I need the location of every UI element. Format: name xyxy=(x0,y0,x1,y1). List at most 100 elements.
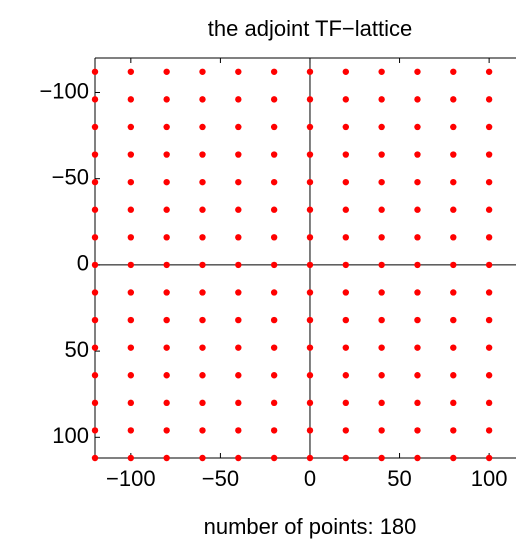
y-tick-label: −50 xyxy=(52,165,89,190)
point xyxy=(378,316,385,324)
point xyxy=(91,399,99,407)
point xyxy=(342,344,350,351)
point xyxy=(127,372,135,379)
point xyxy=(450,372,457,379)
chart-title: the adjoint TF−lattice xyxy=(208,16,412,41)
point xyxy=(235,399,242,407)
point xyxy=(414,234,421,241)
point xyxy=(270,68,278,75)
point xyxy=(306,261,314,269)
y-tick-label: 0 xyxy=(77,251,89,276)
point xyxy=(127,399,135,407)
point xyxy=(306,399,314,407)
point xyxy=(270,206,278,213)
point xyxy=(450,399,457,407)
point xyxy=(127,123,135,131)
point xyxy=(270,96,278,103)
point xyxy=(306,68,314,75)
point xyxy=(235,427,242,434)
point xyxy=(378,123,385,131)
point xyxy=(199,68,206,75)
point xyxy=(199,123,206,131)
point xyxy=(199,96,206,103)
point xyxy=(127,151,135,158)
point xyxy=(378,178,385,186)
point xyxy=(342,234,350,241)
point xyxy=(450,206,457,213)
point xyxy=(163,206,170,213)
point xyxy=(127,454,135,462)
point xyxy=(378,96,385,103)
point xyxy=(270,151,278,158)
point xyxy=(127,261,135,269)
point xyxy=(91,454,99,462)
point xyxy=(91,206,99,213)
point xyxy=(342,372,350,379)
point xyxy=(270,234,278,241)
point xyxy=(199,344,206,351)
point xyxy=(127,289,135,296)
point xyxy=(127,427,135,434)
point xyxy=(91,178,99,186)
y-tick-label: −100 xyxy=(39,78,89,103)
point xyxy=(270,454,278,462)
point xyxy=(414,206,421,213)
point xyxy=(342,289,350,296)
point xyxy=(91,123,99,131)
point xyxy=(378,344,385,351)
x-tick-label: 50 xyxy=(387,466,411,491)
y-tick-label: 100 xyxy=(52,423,89,448)
point xyxy=(342,399,350,407)
point xyxy=(485,151,493,158)
point xyxy=(306,206,314,213)
point xyxy=(163,68,170,75)
point xyxy=(306,454,314,462)
point xyxy=(450,234,457,241)
point xyxy=(270,123,278,131)
point xyxy=(270,178,278,186)
point xyxy=(485,206,493,213)
point xyxy=(378,372,385,379)
point xyxy=(485,427,493,434)
point xyxy=(414,261,421,269)
point xyxy=(235,234,242,241)
point xyxy=(91,427,99,434)
point xyxy=(485,234,493,241)
x-tick-label: −50 xyxy=(202,466,239,491)
point xyxy=(235,68,242,75)
point xyxy=(270,399,278,407)
point xyxy=(342,178,350,186)
point xyxy=(199,178,206,186)
point xyxy=(485,372,493,379)
point xyxy=(199,454,206,462)
x-axis-label: number of points: 180 xyxy=(204,514,417,539)
point xyxy=(342,427,350,434)
point xyxy=(163,261,170,269)
point xyxy=(235,344,242,351)
point xyxy=(270,372,278,379)
point xyxy=(450,261,457,269)
point xyxy=(485,123,493,131)
point xyxy=(127,234,135,241)
point xyxy=(450,344,457,351)
point xyxy=(163,151,170,158)
point xyxy=(378,68,385,75)
point xyxy=(91,261,99,269)
point xyxy=(342,96,350,103)
point xyxy=(163,178,170,186)
point xyxy=(450,178,457,186)
point xyxy=(485,316,493,324)
point xyxy=(306,178,314,186)
point xyxy=(306,289,314,296)
point xyxy=(414,344,421,351)
point xyxy=(306,427,314,434)
point xyxy=(235,261,242,269)
point xyxy=(163,289,170,296)
point xyxy=(414,289,421,296)
point xyxy=(342,151,350,158)
point xyxy=(163,316,170,324)
point xyxy=(342,454,350,462)
point xyxy=(414,399,421,407)
point xyxy=(414,454,421,462)
